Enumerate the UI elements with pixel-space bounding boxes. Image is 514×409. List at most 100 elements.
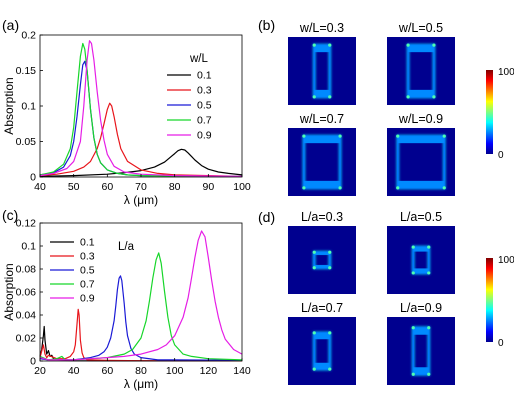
map-title: w/L=0.9: [398, 112, 443, 126]
map-hotspot: [408, 89, 434, 97]
map-title: w/L=0.7: [299, 112, 344, 126]
series-line-0.9: [39, 40, 243, 177]
y-tick-label: 0.08: [16, 264, 37, 276]
series-line-0.7: [39, 252, 243, 361]
colorbar: [486, 258, 493, 342]
x-tick-label: 20: [34, 365, 46, 377]
map-corner-spot: [406, 43, 410, 47]
y-axis-label: Absorption: [2, 77, 16, 134]
y-tick-label: 0.15: [16, 65, 37, 77]
map-corner-spot: [411, 326, 415, 330]
map-hotspot: [314, 265, 330, 268]
map-hotspot: [314, 45, 330, 53]
map-background: [387, 226, 455, 294]
map-corner-spot: [396, 134, 400, 138]
map-corner-spot: [312, 266, 316, 270]
series-line-0.5: [39, 60, 242, 177]
legend-label-0.7: 0.7: [197, 115, 212, 127]
map-corner-spot: [338, 186, 342, 190]
map-corner-spot: [312, 95, 316, 99]
map-corner-spot: [411, 245, 415, 249]
map-hotspot: [314, 252, 330, 255]
y-tick-label: 0.12: [16, 218, 37, 230]
map-corner-spot: [328, 331, 332, 335]
map-hotspot: [397, 136, 445, 144]
map-corner-spot: [328, 43, 332, 47]
map-hotspot: [413, 247, 429, 252]
map-title: w/L=0.5: [398, 21, 443, 35]
x-tick-label: 100: [166, 365, 184, 377]
series-line-0.3: [39, 308, 243, 362]
map-hotspot: [408, 45, 434, 53]
field-maps-b: w/L=0.3 w/L=0.5 w/L=0.7 w/L=0.9 100 0: [288, 21, 514, 196]
map-corner-spot: [312, 331, 316, 335]
y-tick-label: 0.1: [21, 241, 36, 253]
map-hotspot: [413, 268, 429, 273]
map-corner-spot: [411, 372, 415, 376]
map-corner-spot: [328, 266, 332, 270]
series-line-0.3: [39, 102, 243, 177]
legend-label-0.3: 0.3: [80, 251, 95, 263]
x-tick-label: 60: [101, 365, 113, 377]
legend-label-0.7: 0.7: [80, 279, 95, 291]
x-axis-label: λ (μm): [124, 193, 158, 207]
map-corner-spot: [442, 186, 446, 190]
chart-c: 20 40 60 80 100 120 140 0 0.02 0.04 0.06 0.08 0.1 0.1…: [2, 218, 251, 392]
map-corner-spot: [396, 186, 400, 190]
colorbar-min-label: 0: [498, 150, 504, 161]
colorbar-min-label: 0: [498, 338, 504, 349]
legend-label-0.9: 0.9: [197, 130, 212, 142]
x-tick-label: 80: [169, 181, 181, 193]
colorbar-max-label: 100: [498, 67, 514, 78]
y-tick-label: 0.02: [16, 333, 37, 345]
y-tick-label: 0.05: [16, 136, 37, 148]
x-tick-label: 140: [233, 365, 251, 377]
map-title: L/a=0.3: [301, 210, 343, 224]
legend-title: L/a: [118, 241, 135, 253]
colorbar: [486, 70, 493, 154]
map-title: w/L=0.3: [299, 21, 344, 35]
map-hotspot: [397, 180, 445, 188]
map-corner-spot: [432, 43, 436, 47]
x-tick-label: 100: [233, 181, 251, 193]
panel-label-b: (b): [258, 17, 275, 33]
map-corner-spot: [427, 271, 431, 275]
map-background: [288, 226, 356, 294]
map-title: L/a=0.9: [400, 301, 442, 315]
map-hotspot: [303, 180, 341, 188]
x-tick-label: 40: [68, 365, 80, 377]
map-hotspot: [314, 89, 330, 97]
y-axis-label: Absorption: [2, 263, 16, 320]
map-corner-spot: [432, 95, 436, 99]
map-corner-spot: [312, 250, 316, 254]
x-tick-label: 60: [101, 181, 113, 193]
x-tick-label: 40: [34, 181, 46, 193]
panel-label-c: (c): [2, 207, 18, 223]
map-corner-spot: [442, 134, 446, 138]
legend-label-0.5: 0.5: [80, 265, 95, 277]
map-corner-spot: [406, 95, 410, 99]
map-corner-spot: [328, 250, 332, 254]
legend-label-0.1: 0.1: [197, 70, 212, 82]
legend-label-0.1: 0.1: [80, 237, 95, 249]
legend-label-0.3: 0.3: [197, 85, 212, 97]
map-corner-spot: [427, 326, 431, 330]
legend-label-0.9: 0.9: [80, 293, 95, 305]
map-corner-spot: [302, 186, 306, 190]
map-corner-spot: [427, 372, 431, 376]
map-corner-spot: [302, 134, 306, 138]
map-hotspot: [314, 332, 330, 340]
y-tick-label: 0: [30, 356, 36, 368]
x-tick-label: 80: [135, 365, 147, 377]
panel-label-d: (d): [258, 209, 275, 225]
map-corner-spot: [427, 245, 431, 249]
map-corner-spot: [411, 271, 415, 275]
map-background: [288, 317, 356, 385]
x-tick-label: 70: [135, 181, 147, 193]
map-corner-spot: [328, 367, 332, 371]
map-corner-spot: [338, 134, 342, 138]
colorbar-max-label: 100: [498, 255, 514, 266]
series-line-0.9: [39, 230, 243, 361]
y-tick-label: 0.1: [21, 101, 36, 113]
